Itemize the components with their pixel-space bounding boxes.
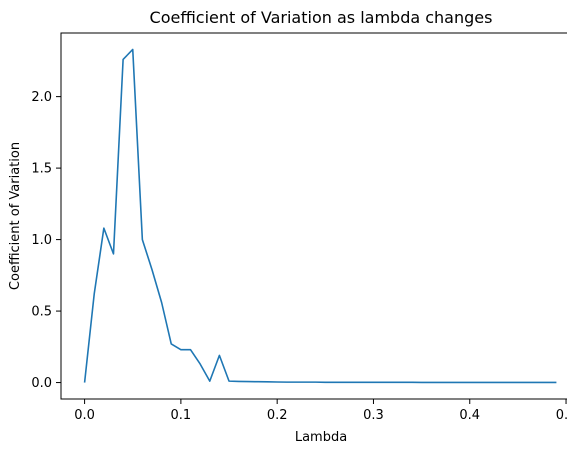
y-tick-label: 2.0 [31,90,52,105]
x-tick-label: 0.4 [459,408,480,423]
x-tick-label: 0.5 [556,408,567,423]
x-tick-label: 0.0 [74,408,95,423]
y-tick-label: 0.5 [31,305,52,320]
y-axis-label: Coefficient of Variation [8,142,23,290]
y-axis: 0.0 0.5 1.0 1.5 2.0 [31,90,61,391]
x-tick-label: 0.1 [171,408,192,423]
x-axis-label: Lambda [295,430,347,445]
y-tick-label: 1.5 [31,162,52,177]
x-axis: 0.0 0.1 0.2 0.3 0.4 0.5 [74,399,567,423]
y-tick-label: 0.0 [31,376,52,391]
plot-area [60,32,567,400]
y-tick-label: 1.0 [31,233,52,248]
series-layer [83,48,557,384]
x-tick-label: 0.2 [267,408,288,423]
x-tick-label: 0.3 [363,408,384,423]
series-line [83,48,557,384]
chart-title: Coefficient of Variation as lambda chang… [150,8,493,27]
